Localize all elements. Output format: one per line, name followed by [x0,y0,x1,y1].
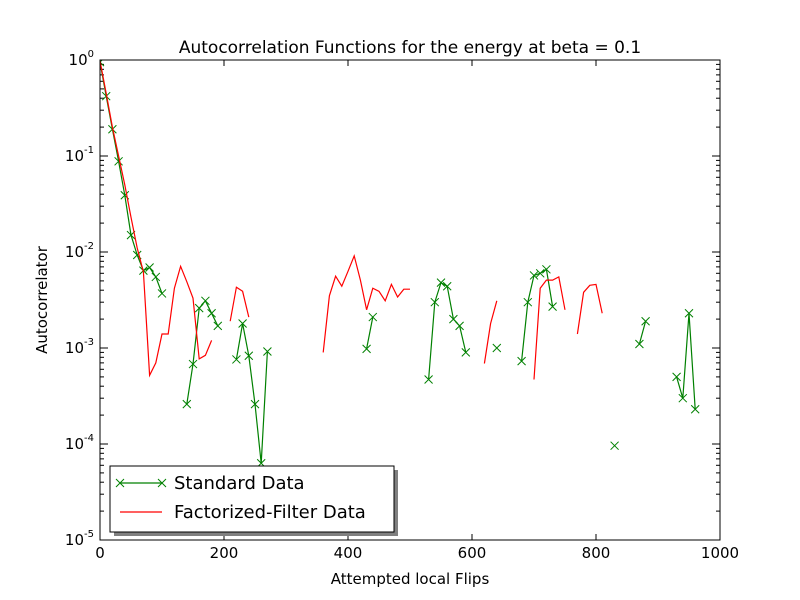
data-point-marker [362,344,371,354]
data-point-marker [232,355,241,364]
data-point-marker [368,312,378,322]
data-point-marker [250,399,260,409]
data-point-marker [523,297,533,307]
x-tick-label: 800 [582,544,611,562]
data-point-marker [100,60,105,67]
series-line [229,286,250,322]
data-point-marker [188,359,198,369]
series-standard-data [100,60,700,468]
y-axis-label: Autocorrelator [33,245,51,354]
data-point-marker [610,441,619,451]
legend-swatch-marker [157,478,167,488]
series-line [483,300,498,364]
data-point-marker [151,272,161,282]
data-point-marker [635,339,644,349]
legend-swatch-marker [115,478,125,488]
data-point-marker [213,321,223,331]
y-tick-label: 10-3 [65,337,94,357]
data-point-marker [207,308,216,318]
data-point-marker [263,347,272,356]
series-line [322,253,410,353]
data-point-marker [436,278,446,287]
series-line [638,321,647,345]
data-point-marker [461,348,471,357]
y-tick-label: 10-1 [65,145,94,165]
data-point-marker [430,297,440,307]
y-tick-label: 10-5 [65,529,94,549]
data-point-marker [424,375,433,384]
chart-title: Autocorrelation Functions for the energy… [179,38,641,58]
series-factorized-filter-data [100,60,603,380]
data-point-marker [194,303,204,313]
legend: Standard Data Factorized-Filter Data [109,465,398,536]
x-tick-label: 600 [458,544,487,562]
data-point-marker [114,156,123,166]
data-point-marker [517,356,526,366]
data-point-marker [442,281,452,291]
x-tick-label: 1000 [701,544,739,562]
data-point-marker [690,404,700,414]
series-line [576,283,603,335]
plot-area: 0 200 400 600 800 1000 100 10-1 10-2 10-3 10-4 10-5… [65,49,739,562]
data-point-marker [548,302,557,311]
x-tick-label: 200 [210,544,239,562]
data-point-marker [492,343,502,353]
data-point-marker [244,351,254,361]
y-tick-label: 100 [69,49,94,69]
x-tick-label: 400 [334,544,363,562]
data-point-marker [145,263,154,272]
data-point-marker [529,271,539,280]
data-point-marker [182,399,192,409]
x-tick-label: 0 [95,544,105,562]
data-point-marker [201,296,210,306]
y-tick-label: 10-4 [65,433,94,453]
legend-box [109,465,395,533]
legend-entry-label: Factorized-Filter Data [174,502,366,523]
data-point-marker [535,268,545,278]
x-axis-label: Attempted local Flips [331,570,490,588]
data-point-marker [455,321,464,331]
plot-background [100,60,720,540]
data-point-marker [542,264,551,274]
data-point-marker [641,316,650,326]
data-point-marker [238,319,247,328]
data-point-marker [678,393,688,403]
data-point-marker [672,372,681,382]
series-line [235,323,268,464]
series-line [366,316,374,349]
axes-frame [99,59,721,541]
series-line [100,60,213,378]
series-line [533,275,566,380]
series-layer [100,60,700,468]
y-tick-label: 10-2 [65,241,94,261]
data-point-marker [157,289,167,298]
data-point-marker [684,308,694,318]
series-line [676,313,696,410]
legend-entry-label: Standard Data [174,473,305,494]
series-line [521,268,554,362]
